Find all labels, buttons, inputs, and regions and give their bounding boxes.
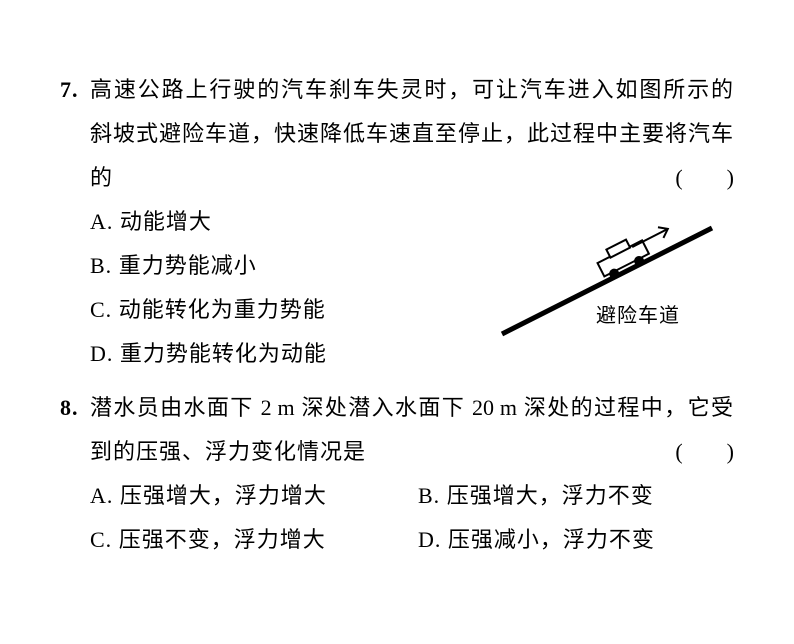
- q7-stem-text-3: 的: [90, 156, 113, 200]
- q8-option-row-2: C. 压强不变，浮力增大 D. 压强减小，浮力不变: [60, 518, 734, 562]
- q8-option-a-text: 压强增大，浮力增大: [120, 483, 327, 508]
- q8-depth2: 20 m: [472, 395, 517, 420]
- q8-depth1: 2 m: [261, 395, 295, 420]
- q7-stem-text-2: 斜坡式避险车道，快速降低车速直至停止，此过程中主要将汽车: [90, 112, 734, 156]
- q8-option-b-letter: B.: [418, 483, 440, 508]
- q8-number: 8.: [60, 386, 90, 430]
- q8-option-a: A. 压强增大，浮力增大: [90, 474, 418, 518]
- q7-stem-line3: 的 ( ): [60, 156, 734, 200]
- q7-option-d-letter: D.: [90, 341, 113, 366]
- question-7: 7. 高速公路上行驶的汽车刹车失灵时，可让汽车进入如图所示的 斜坡式避险车道，快…: [60, 68, 734, 376]
- q7-figure: 避险车道: [498, 216, 718, 346]
- q8-answer-paren: ( ): [675, 430, 734, 474]
- q7-option-c-text: 动能转化为重力势能: [119, 297, 326, 322]
- q8-stem-text-1: 潜水员由水面下 2 m 深处潜入水面下 20 m 深处的过程中，它受: [90, 386, 734, 430]
- q7-stem-line2: 斜坡式避险车道，快速降低车速直至停止，此过程中主要将汽车: [60, 112, 734, 156]
- q7-option-b-letter: B.: [90, 253, 112, 278]
- q8-option-c-letter: C.: [90, 527, 112, 552]
- q8-option-b: B. 压强增大，浮力不变: [418, 474, 746, 518]
- q8-option-d-letter: D.: [418, 527, 441, 552]
- q7-number: 7.: [60, 68, 90, 112]
- q7-stem-line1: 7. 高速公路上行驶的汽车刹车失灵时，可让汽车进入如图所示的: [60, 68, 734, 112]
- q8-option-d: D. 压强减小，浮力不变: [418, 518, 746, 562]
- q8-stem-line2: 到的压强、浮力变化情况是 ( ): [60, 430, 734, 474]
- q8-option-b-text: 压强增大，浮力不变: [447, 483, 654, 508]
- q7-option-a-text: 动能增大: [120, 209, 212, 234]
- q7-option-c-letter: C.: [90, 297, 112, 322]
- q8-option-a-letter: A.: [90, 483, 113, 508]
- q8-option-d-text: 压强减小，浮力不变: [448, 527, 655, 552]
- q8-stem-line2-body: 到的压强、浮力变化情况是 ( ): [90, 430, 734, 474]
- question-8: 8. 潜水员由水面下 2 m 深处潜入水面下 20 m 深处的过程中，它受 到的…: [60, 386, 734, 562]
- q7-option-b-text: 重力势能减小: [119, 253, 257, 278]
- q7-stem-text-1: 高速公路上行驶的汽车刹车失灵时，可让汽车进入如图所示的: [90, 68, 734, 112]
- q7-option-a-letter: A.: [90, 209, 113, 234]
- q8-stem-line1: 8. 潜水员由水面下 2 m 深处潜入水面下 20 m 深处的过程中，它受: [60, 386, 734, 430]
- q7-stem-line3-body: 的 ( ): [90, 156, 734, 200]
- q8-stem-text-2: 到的压强、浮力变化情况是: [90, 430, 366, 474]
- q8-option-row-1: A. 压强增大，浮力增大 B. 压强增大，浮力不变: [60, 474, 734, 518]
- q7-answer-paren: ( ): [675, 156, 734, 200]
- q8-option-c: C. 压强不变，浮力增大: [90, 518, 418, 562]
- ramp-label: 避险车道: [596, 299, 680, 328]
- q7-option-d-text: 重力势能转化为动能: [120, 341, 327, 366]
- q8-option-c-text: 压强不变，浮力增大: [119, 527, 326, 552]
